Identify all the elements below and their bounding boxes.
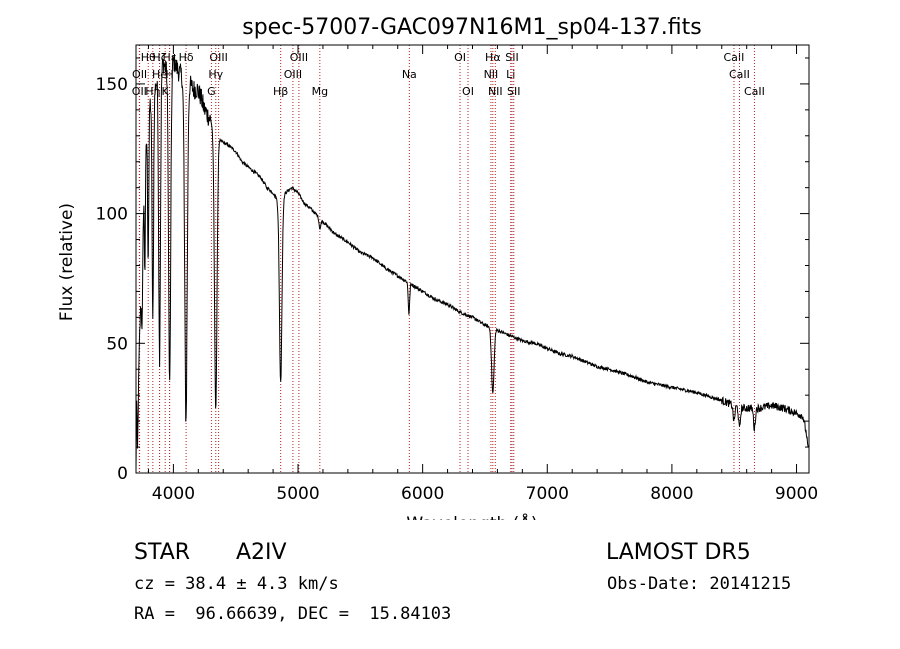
x-tick-label: 4000 bbox=[152, 484, 195, 504]
y-tick-label: 0 bbox=[117, 464, 128, 484]
line-marker-label: Hη bbox=[145, 85, 160, 98]
y-axis-label: Flux (relative) bbox=[57, 203, 77, 321]
x-axis-ticks: 4000 5000 6000 7000 8000 9000 bbox=[147, 45, 818, 504]
plot-frame bbox=[135, 44, 810, 474]
y-tick-label: 150 bbox=[96, 75, 128, 95]
observation-date: Obs-Date: 20141215 bbox=[607, 574, 792, 594]
line-marker-label: Hβ bbox=[273, 85, 288, 98]
object-subclass: A2IV bbox=[236, 540, 287, 565]
x-tick-label: 7000 bbox=[526, 484, 569, 504]
spectrum-line bbox=[135, 53, 809, 470]
y-tick-label: 100 bbox=[96, 205, 128, 225]
line-marker-label: OIII bbox=[290, 51, 308, 64]
line-marker-label: CaII bbox=[729, 68, 750, 81]
line-marker-label: OI bbox=[462, 85, 474, 98]
line-marker-label: OIII bbox=[284, 68, 302, 81]
line-marker-label: SII bbox=[507, 85, 520, 98]
line-marker-label: Hδ bbox=[179, 51, 194, 64]
x-tick-label: 6000 bbox=[401, 484, 444, 504]
survey-name: LAMOST DR5 bbox=[606, 540, 751, 565]
y-tick-label: 50 bbox=[106, 334, 128, 354]
line-marker-label: OI bbox=[454, 51, 466, 64]
x-tick-label: 5000 bbox=[276, 484, 319, 504]
x-tick-label: 9000 bbox=[775, 484, 818, 504]
coordinates: RA = 96.66639, DEC = 15.84103 bbox=[134, 604, 452, 624]
line-marker-label: Hγ bbox=[208, 68, 223, 81]
line-marker-label: Hα bbox=[485, 51, 501, 64]
line-marker-label: Mg bbox=[312, 85, 328, 98]
line-marker-label: Li bbox=[506, 68, 515, 81]
line-marker-label: CaII bbox=[744, 85, 765, 98]
line-marker-label: H bbox=[165, 68, 173, 81]
line-marker-label: Na bbox=[402, 68, 417, 81]
line-marker-label: K bbox=[162, 85, 170, 98]
y-axis-ticks: 0 50 100 150 bbox=[96, 57, 809, 484]
object-class: STAR bbox=[134, 540, 191, 565]
redshift-velocity: cz = 38.4 ± 4.3 km/s bbox=[134, 574, 339, 594]
x-tick-label: 8000 bbox=[650, 484, 693, 504]
line-marker-label: G bbox=[207, 85, 216, 98]
line-marker-label: CaII bbox=[724, 51, 745, 64]
spectrum-chart: spec-57007-GAC097N16M1_sp04-137.fits Hθ O… bbox=[57, 15, 818, 520]
line-marker-label: NII bbox=[484, 68, 499, 81]
line-marker-label: OII bbox=[132, 68, 147, 81]
line-marker-label: NII bbox=[488, 85, 503, 98]
line-marker-label: OIII bbox=[209, 51, 227, 64]
x-axis-label: Wavelength (Å) bbox=[406, 512, 537, 520]
line-marker-label: Hθ bbox=[141, 51, 156, 64]
line-marker-label: SII bbox=[505, 51, 518, 64]
chart-title: spec-57007-GAC097N16M1_sp04-137.fits bbox=[242, 15, 702, 40]
